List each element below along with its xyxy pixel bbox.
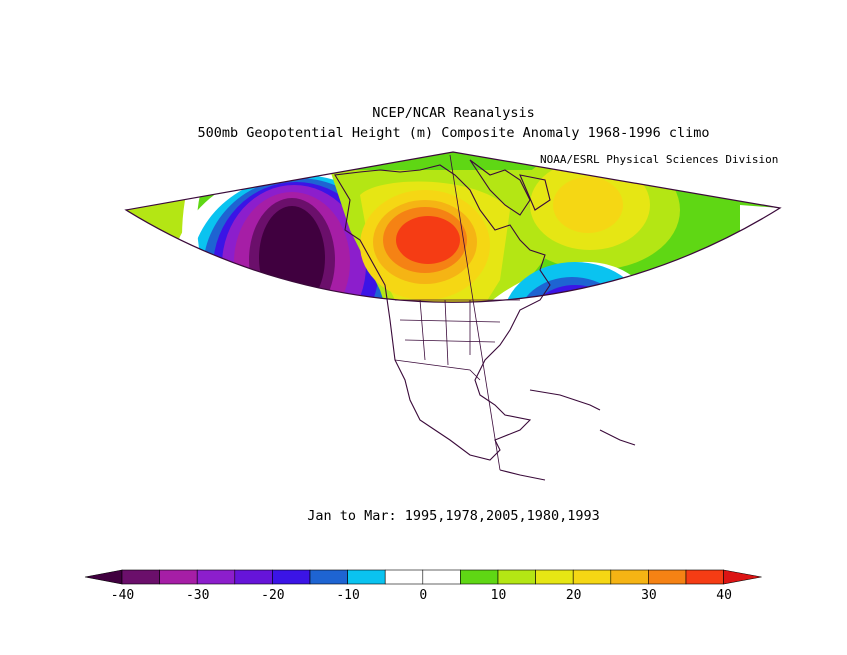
colorbar-cell [610, 569, 649, 585]
colorbar-tick-label: 0 [419, 588, 427, 603]
colorbar-cell [685, 569, 724, 585]
colorbar-tick-label: -40 [111, 588, 134, 603]
composite-period: Jan to Mar: 1995,1978,2005,1980,1993 [307, 508, 600, 524]
colorbar-cell [535, 569, 574, 585]
patch-yellow-green-south [400, 427, 470, 470]
colorbar-cells [84, 569, 762, 585]
colorbar-cell [648, 569, 687, 585]
colorbar-cell [347, 569, 386, 585]
coastlines [334, 159, 636, 481]
colorbar-cell [309, 569, 348, 585]
colorbar-cell [272, 569, 311, 585]
colorbar-high-triangle [723, 569, 762, 585]
colorbar-cell [121, 569, 160, 585]
colorbar-ticks: -40 -30 -20 -10 0 10 20 30 40 [111, 588, 732, 603]
map-title: NCEP/NCAR Reanalysis [372, 105, 535, 121]
colorbar-cell [422, 569, 461, 585]
colorbar-tick-label: -20 [261, 588, 284, 603]
white-edge-east [740, 205, 780, 260]
neg-violet-east [549, 300, 601, 303]
anomaly-map [124, 151, 782, 481]
colorbar-tick-label: 30 [641, 588, 657, 603]
colorbar-cell [159, 569, 198, 585]
pos-red-center [396, 216, 460, 264]
colorbar-cell [196, 569, 236, 585]
political-borders [394, 154, 520, 471]
neg-core-west [259, 206, 325, 303]
colorbar-tick-label: -30 [186, 588, 209, 603]
colorbar-cell [460, 569, 499, 585]
colorbar-tick-label: -10 [336, 588, 359, 603]
colorbar-low-triangle [84, 569, 123, 585]
pos-gold-ne [553, 177, 623, 233]
colorbar-cell [234, 569, 273, 585]
colorbar-tick-label: 40 [716, 588, 732, 603]
colorbar-tick-label: 20 [566, 588, 582, 603]
colorbar-cell [497, 569, 536, 585]
colorbar-cell [384, 569, 424, 585]
colorbar-tick-label: 10 [491, 588, 507, 603]
map-subtitle: 500mb Geopotential Height (m) Composite … [197, 125, 710, 141]
colorbar-cell [572, 569, 612, 585]
credit-label: NOAA/ESRL Physical Sciences Division [540, 153, 779, 166]
colorbar: -40 -30 -20 -10 0 10 20 30 40 [84, 569, 762, 603]
